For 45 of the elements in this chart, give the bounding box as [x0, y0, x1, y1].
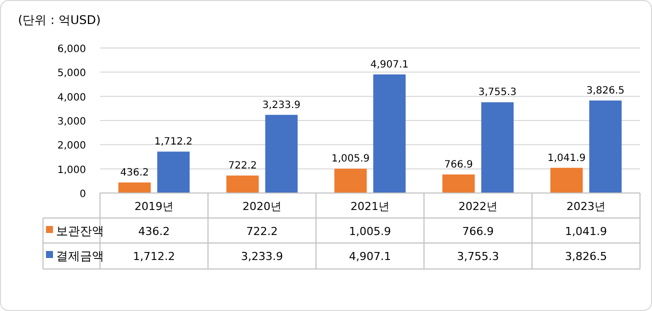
x-tick-label: 2019년 [134, 200, 174, 213]
data-label: 4,907.1 [349, 250, 391, 263]
bar [442, 174, 475, 193]
bar [118, 182, 151, 193]
text: 766.9 [444, 159, 473, 170]
y-tick-label: 6,000 [57, 44, 86, 55]
text: 3,233.9 [262, 100, 301, 111]
text: 1,005.9 [331, 154, 370, 165]
text: 3,826.5 [586, 86, 625, 97]
text: 4,907.1 [370, 59, 409, 70]
text: 1,041.9 [547, 152, 586, 164]
data-label: 3,826.5 [565, 250, 607, 263]
x-tick-label: 2023년 [566, 200, 606, 213]
text: 1,712.2 [154, 136, 193, 148]
data-label: 766.9 [462, 225, 494, 238]
data-label: 1,712.2 [133, 250, 175, 263]
bar [589, 100, 622, 193]
bar [334, 168, 367, 193]
y-tick-label: 3,000 [57, 116, 86, 128]
y-tick-label: 0 [80, 189, 86, 200]
text: 436.2 [120, 167, 149, 178]
bar [157, 152, 190, 193]
bar [226, 176, 259, 193]
y-axis-title: (단위 : 억USD) [18, 13, 101, 27]
data-label: 3,233.9 [241, 250, 283, 263]
legend-label: 보관잔액 [56, 224, 104, 238]
text: 3,755.3 [478, 87, 517, 98]
data-label: 1,041.9 [565, 225, 607, 238]
y-tick-label: 1,000 [57, 164, 86, 176]
y-tick-label: 5,000 [57, 68, 86, 80]
bar [550, 168, 583, 193]
bar [373, 74, 406, 193]
text: 722.2 [228, 160, 257, 172]
y-tick-label: 4,000 [57, 92, 86, 104]
bar [481, 102, 514, 193]
data-label: 436.2 [138, 225, 170, 238]
x-tick-label: 2022년 [458, 200, 498, 213]
x-tick-label: 2021년 [350, 200, 390, 213]
legend-label: 결제금액 [56, 249, 104, 263]
bar [265, 114, 298, 193]
data-label: 1,005.9 [349, 225, 391, 238]
y-tick-label: 2,000 [57, 140, 86, 152]
data-label: 3,755.3 [457, 250, 499, 263]
data-label: 722.2 [246, 225, 278, 238]
x-tick-label: 2020년 [242, 200, 282, 213]
